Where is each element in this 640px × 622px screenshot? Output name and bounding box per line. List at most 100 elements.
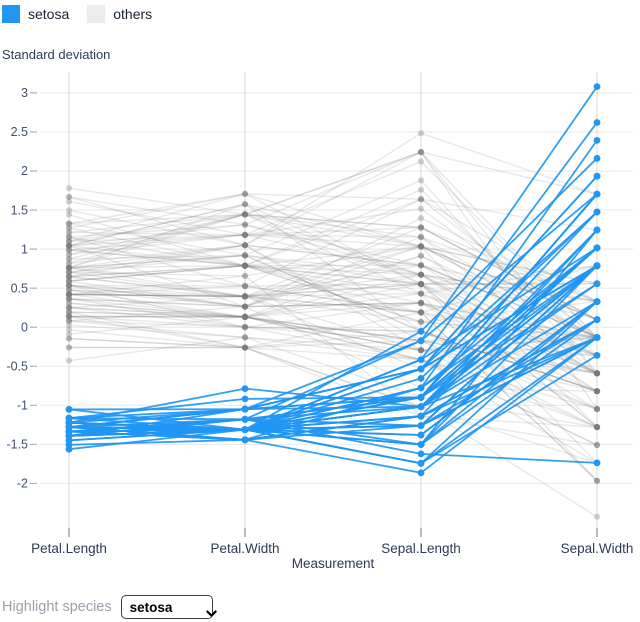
series-point-others bbox=[65, 309, 73, 316]
series-point-others bbox=[241, 283, 249, 290]
series-point-others bbox=[65, 317, 73, 324]
series-line-others bbox=[68, 132, 598, 246]
series-point-others bbox=[593, 477, 601, 484]
series-point-setosa bbox=[65, 428, 73, 435]
legend: setosa others bbox=[2, 5, 152, 23]
series-point-others bbox=[65, 304, 73, 311]
series-point-others bbox=[417, 347, 425, 354]
series-point-setosa bbox=[417, 337, 425, 345]
series-point-others bbox=[241, 313, 249, 320]
series-point-others bbox=[241, 252, 249, 259]
series-point-others bbox=[241, 313, 249, 320]
series-point-others bbox=[65, 264, 73, 271]
series-point-others bbox=[65, 207, 73, 214]
series-line-others bbox=[68, 316, 598, 357]
series-line-others bbox=[68, 264, 598, 339]
series-point-others bbox=[241, 201, 249, 208]
series-point-others bbox=[241, 262, 249, 269]
series-point-others bbox=[593, 388, 601, 395]
series-point-others bbox=[241, 293, 249, 300]
series-point-others bbox=[593, 441, 601, 449]
series-line-others bbox=[68, 213, 598, 295]
highlight-controls: Highlight species setosa bbox=[2, 595, 217, 619]
series-line-others bbox=[68, 264, 598, 374]
legend-item-others: others bbox=[87, 5, 152, 23]
series-point-others bbox=[65, 242, 73, 249]
series-point-setosa bbox=[241, 385, 249, 392]
series-point-others bbox=[241, 190, 249, 197]
series-point-others bbox=[65, 322, 73, 329]
series-point-others bbox=[241, 252, 249, 259]
series-point-others bbox=[65, 242, 73, 249]
series-point-others bbox=[241, 262, 249, 269]
series-line-others bbox=[68, 264, 598, 339]
series-point-others bbox=[65, 242, 73, 249]
x-category-label: Petal.Length bbox=[31, 541, 107, 556]
series-point-others bbox=[417, 149, 425, 156]
series-point-others bbox=[593, 370, 601, 377]
series-line-others bbox=[68, 311, 598, 351]
series-point-others bbox=[65, 238, 73, 245]
y-tick-label: -1.5 bbox=[6, 438, 28, 452]
series-point-others bbox=[65, 278, 73, 285]
series-point-others bbox=[593, 424, 601, 431]
series-point-others bbox=[241, 262, 249, 269]
series-point-others bbox=[65, 295, 73, 302]
series-point-others bbox=[593, 424, 601, 431]
series-point-others bbox=[593, 388, 601, 395]
series-point-others bbox=[241, 231, 249, 238]
series-point-others bbox=[241, 211, 249, 218]
series-point-others bbox=[241, 344, 249, 351]
series-point-others bbox=[65, 304, 73, 311]
series-point-others bbox=[417, 177, 425, 184]
series-point-others bbox=[593, 388, 601, 395]
series-point-others bbox=[241, 303, 249, 310]
series-point-others bbox=[65, 233, 73, 240]
series-point-others bbox=[65, 242, 73, 249]
series-line-others bbox=[68, 179, 598, 374]
series-point-others bbox=[241, 344, 249, 351]
series-line-others bbox=[68, 254, 598, 392]
series-line-others bbox=[68, 324, 598, 446]
series-point-others bbox=[241, 324, 249, 331]
series-point-setosa bbox=[417, 393, 425, 401]
y-tick-label: -1 bbox=[17, 399, 28, 413]
x-category-label: Petal.Width bbox=[210, 541, 279, 556]
series-point-others bbox=[65, 278, 73, 285]
series-point-others bbox=[241, 313, 249, 320]
series-point-others bbox=[65, 269, 73, 276]
series-point-others bbox=[241, 283, 249, 290]
y-tick-label: -0.5 bbox=[6, 359, 28, 373]
series-point-others bbox=[593, 424, 601, 431]
series-point-others bbox=[65, 286, 73, 293]
series-point-others bbox=[65, 357, 73, 364]
x-axis-title: Measurement bbox=[292, 556, 375, 571]
series-point-others bbox=[417, 347, 425, 354]
series-point-others bbox=[65, 326, 73, 333]
legend-label-setosa: setosa bbox=[28, 6, 70, 22]
highlight-species-select[interactable]: setosa bbox=[120, 595, 213, 619]
x-category-label: Sepal.Length bbox=[381, 541, 461, 556]
series-point-others bbox=[241, 293, 249, 300]
series-line-others bbox=[68, 315, 598, 428]
series-point-setosa bbox=[417, 356, 425, 363]
series-point-setosa bbox=[241, 395, 249, 403]
series-line-others bbox=[68, 151, 598, 226]
series-point-others bbox=[241, 262, 249, 269]
series-point-others bbox=[65, 260, 73, 267]
series-line-others bbox=[68, 271, 598, 482]
series-point-others bbox=[593, 477, 601, 484]
series-point-setosa bbox=[241, 436, 249, 444]
series-point-others bbox=[417, 299, 425, 307]
series-point-others bbox=[241, 231, 249, 238]
series-point-others bbox=[65, 220, 73, 227]
series-point-others bbox=[65, 238, 73, 245]
series-point-others bbox=[417, 309, 425, 316]
series-point-others bbox=[241, 272, 249, 279]
series-point-others bbox=[241, 190, 249, 197]
series-point-others bbox=[65, 335, 73, 342]
series-point-others bbox=[417, 309, 425, 316]
series-point-others bbox=[241, 303, 249, 310]
series-point-others bbox=[65, 309, 73, 316]
series-point-others bbox=[241, 201, 249, 208]
